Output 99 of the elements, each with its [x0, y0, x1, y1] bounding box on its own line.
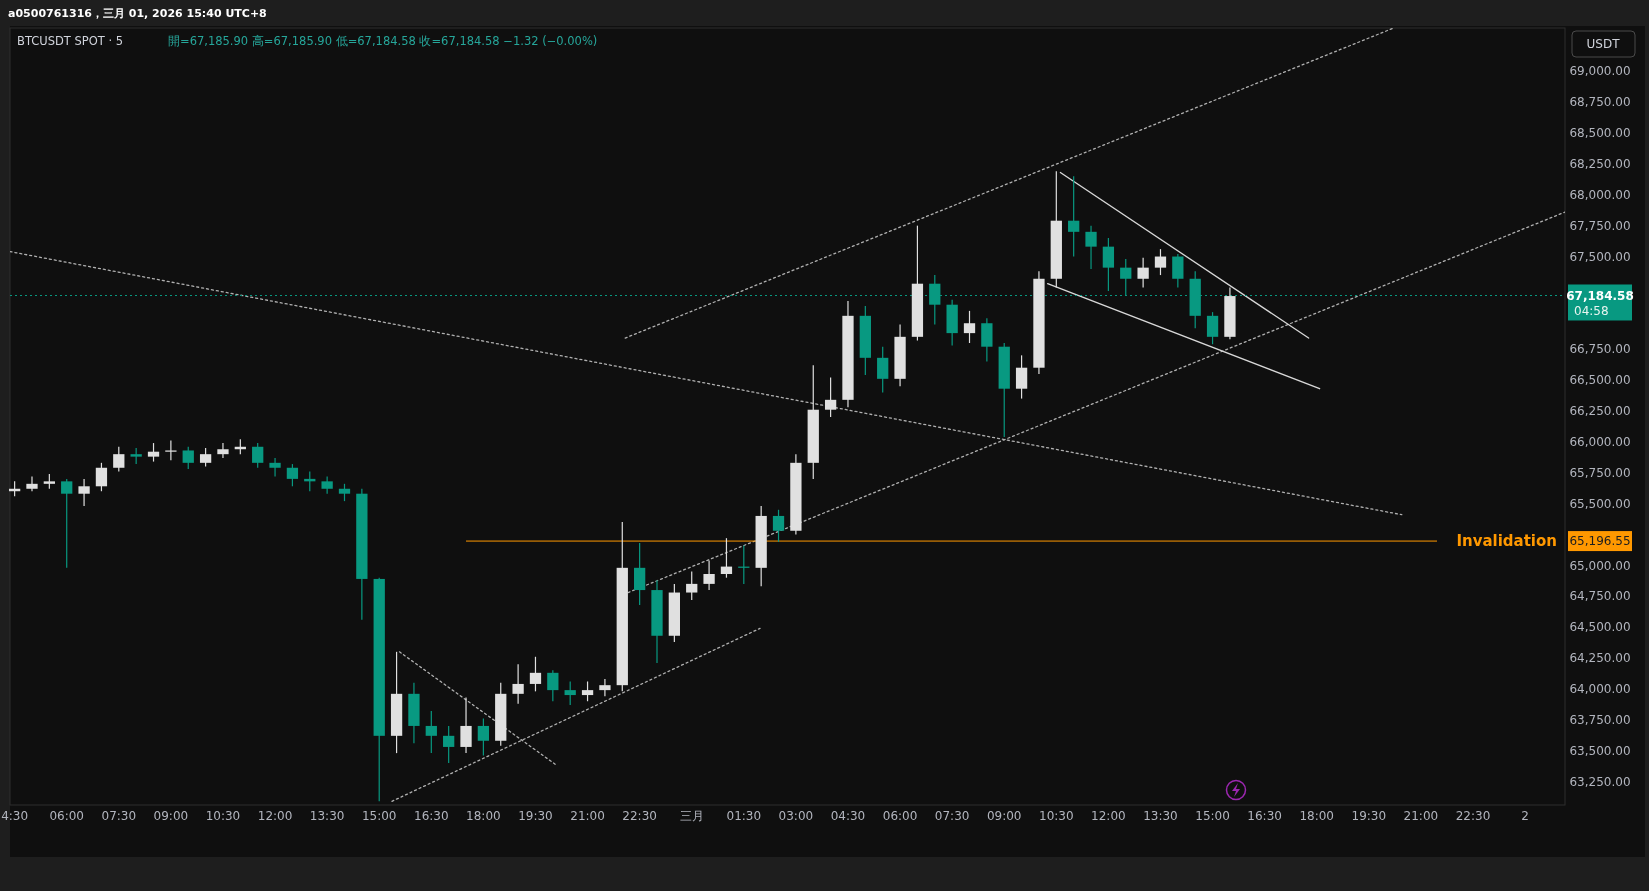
candlestick	[95, 462, 108, 492]
candlestick	[720, 537, 733, 579]
candlestick	[286, 463, 299, 487]
x-tick-label: 07:30	[101, 809, 137, 823]
x-tick-label: 03:00	[778, 809, 814, 823]
candlestick	[599, 678, 611, 697]
y-tick-label: 65,000.00	[1569, 558, 1631, 573]
text: BTCUSDT SPOT · 5	[17, 34, 124, 48]
candlestick	[581, 680, 594, 702]
y-tick-label: 68,750.00	[1569, 95, 1631, 110]
y-tick-label: 66,500.00	[1569, 373, 1631, 388]
candlestick	[1137, 257, 1149, 289]
candlestick	[1015, 354, 1028, 400]
x-tick-label: 06:00	[882, 809, 918, 823]
candlestick	[460, 696, 472, 754]
x-tick-label: 01:30	[726, 809, 762, 823]
x-tick-label: 12:00	[1091, 809, 1126, 823]
candlestick	[477, 717, 490, 757]
y-tick-label: 66,000.00	[1569, 435, 1631, 450]
y-tick-label: 66,750.00	[1569, 342, 1631, 357]
y-tick-label: 65,750.00	[1569, 465, 1631, 480]
candlestick	[686, 570, 698, 601]
candlestick	[529, 656, 542, 692]
text: 04:58	[1574, 303, 1609, 318]
candlestick	[147, 442, 160, 463]
candlestick	[703, 559, 715, 591]
candlestick	[877, 346, 889, 394]
candlestick	[425, 710, 437, 754]
x-tick-label: 19:30	[518, 809, 553, 823]
ref-line-label: Invalidation	[1456, 532, 1557, 551]
candlestick	[547, 669, 559, 702]
text: USDT	[1586, 37, 1621, 52]
text: 開=67,185.90 高=67,185.90 低=67,184.58 收=67,184.58 −1.32 (−0.00%)	[168, 34, 598, 48]
x-tick-label: 12:00	[257, 809, 293, 823]
y-tick-label: 66,250.00	[1569, 404, 1631, 419]
y-tick-label: 68,500.00	[1569, 126, 1631, 141]
x-tick-label: 15:00	[1195, 809, 1230, 823]
candlestick	[78, 478, 90, 507]
x-tick-label: 13:30	[1143, 809, 1178, 823]
x-tick-label: 15:00	[361, 809, 397, 823]
candlestick	[963, 310, 976, 344]
y-tick-label: 64,250.00	[1569, 651, 1631, 666]
candlestick	[252, 442, 264, 469]
candlestick	[1085, 225, 1097, 270]
candlestick	[981, 317, 993, 363]
candlestick	[182, 446, 194, 470]
candlestick	[1068, 175, 1080, 258]
x-tick-label: 18:00	[466, 809, 501, 823]
x-tick-label: 09:00	[986, 809, 1022, 823]
candlestick	[1102, 237, 1115, 292]
candlestick	[321, 475, 333, 495]
y-tick-label: 67,500.00	[1569, 249, 1631, 264]
x-tick-label: 04:30	[830, 809, 866, 823]
candlestick	[512, 663, 524, 705]
candlestick	[1172, 253, 1184, 289]
candlestick	[1154, 248, 1167, 276]
candlestick	[634, 542, 646, 606]
y-tick-label: 64,000.00	[1569, 682, 1631, 697]
x-tick-label: 22:30	[622, 809, 657, 823]
x-tick-label: 16:30	[414, 809, 449, 823]
x-tick-label: 21:00	[570, 809, 605, 823]
x-tick-label: 07:30	[934, 809, 970, 823]
x-tick-label: 13:30	[309, 809, 345, 823]
x-tick-label: 06:00	[49, 809, 85, 823]
x-tick-label: 19:30	[1351, 809, 1387, 823]
candlestick	[269, 457, 281, 478]
x-tick-label: 21:00	[1403, 809, 1439, 823]
candlestick	[199, 447, 212, 468]
x-tick-label: 三月	[679, 809, 704, 823]
y-tick-label: 69,000.00	[1569, 64, 1631, 79]
candlestick	[165, 439, 177, 461]
y-tick-label: 63,250.00	[1569, 774, 1631, 789]
candlestick	[564, 680, 576, 706]
x-tick-label: 2	[1521, 809, 1529, 823]
x-tick-label: 18:00	[1299, 809, 1335, 823]
x-tick-label: 16:30	[1247, 809, 1282, 823]
text: 65,196.55	[1569, 534, 1631, 549]
candlestick	[113, 446, 125, 473]
y-tick-label: 65,500.00	[1569, 496, 1631, 511]
y-tick-label: 68,000.00	[1569, 187, 1631, 202]
candlestick	[824, 376, 837, 418]
candlestick	[26, 475, 38, 492]
y-tick-label: 68,250.00	[1569, 157, 1631, 172]
text: a0500761316，三月 01, 2026 15:40 UTC+8	[8, 7, 267, 20]
y-tick-label: 64,500.00	[1569, 620, 1631, 635]
candlestick	[61, 478, 73, 569]
candlestick	[217, 442, 229, 459]
candlestick	[1206, 311, 1219, 345]
x-tick-label: 10:30	[205, 809, 241, 823]
y-tick-label: 63,500.00	[1569, 743, 1631, 758]
x-tick-label: 22:30	[1455, 809, 1491, 823]
y-tick-label: 64,750.00	[1569, 589, 1631, 604]
y-tick-label: 63,750.00	[1569, 712, 1631, 727]
x-tick-label: 4:30	[1, 809, 29, 823]
y-tick-label: 67,750.00	[1569, 218, 1631, 233]
candlestick	[772, 509, 785, 543]
x-tick-label: 09:00	[153, 809, 189, 823]
x-tick-label: 10:30	[1039, 809, 1074, 823]
candlestick	[443, 725, 455, 764]
